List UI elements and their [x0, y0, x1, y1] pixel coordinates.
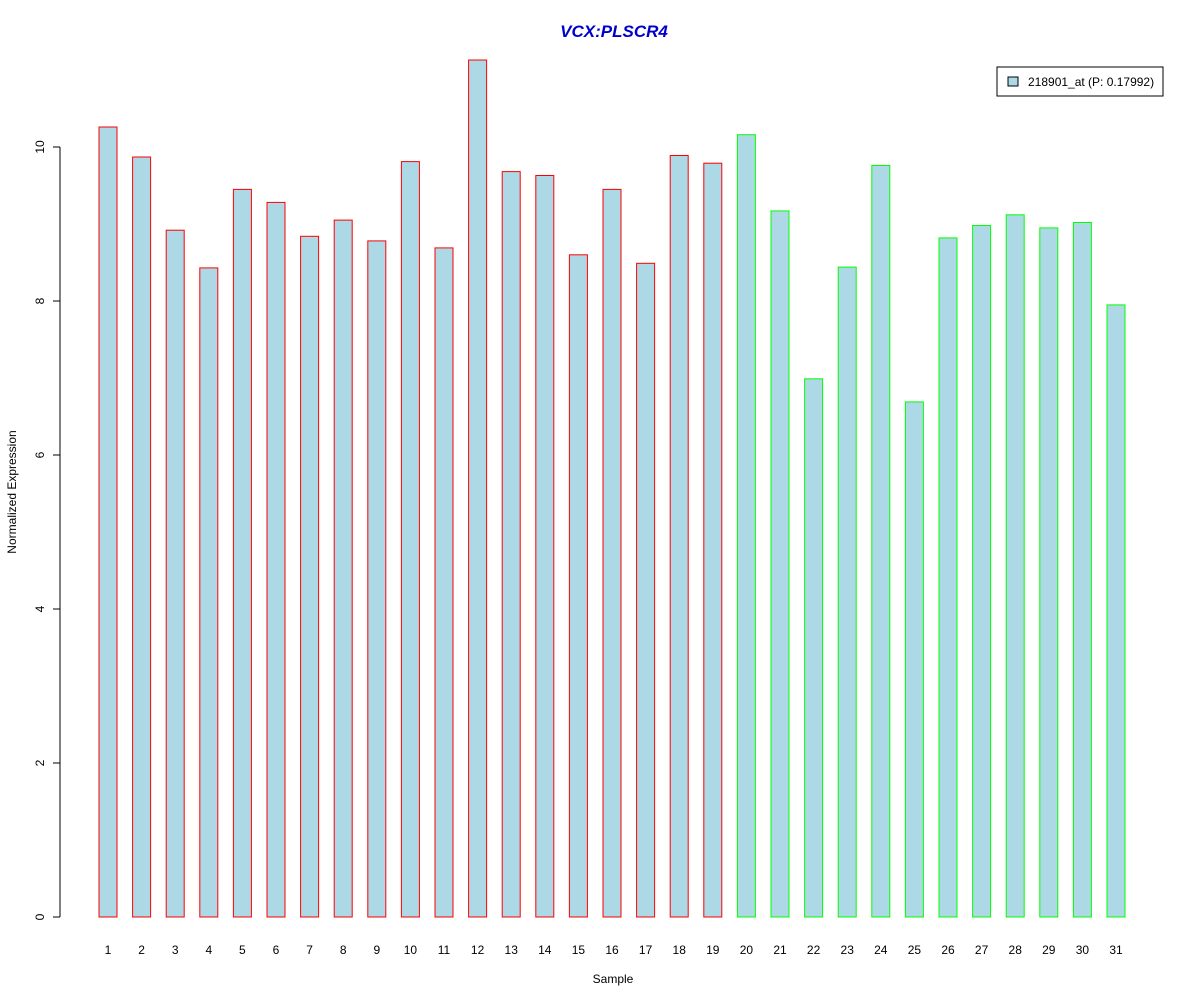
bar-sample-12: [468, 59, 488, 918]
legend: 218901_at (P: 0.17992): [996, 66, 1164, 97]
x-tick-label-14: 14: [538, 943, 552, 957]
x-tick-label-1: 1: [105, 943, 112, 957]
bar-sample-31: [1106, 304, 1126, 918]
bar-sample-21: [770, 210, 790, 918]
bar-sample-28: [1005, 214, 1025, 918]
x-tick-label-17: 17: [639, 943, 653, 957]
x-tick-label-22: 22: [807, 943, 821, 957]
bar-sample-7: [300, 235, 320, 918]
x-tick-label-28: 28: [1009, 943, 1023, 957]
x-tick-label-13: 13: [505, 943, 519, 957]
x-tick-label-2: 2: [138, 943, 145, 957]
x-tick-label-30: 30: [1076, 943, 1090, 957]
x-tick-label-18: 18: [673, 943, 687, 957]
x-axis-label: Sample: [593, 972, 634, 986]
y-tick-label: 6: [33, 451, 47, 458]
bar-sample-5: [232, 188, 252, 918]
bar-sample-10: [400, 161, 420, 918]
x-tick-label-21: 21: [773, 943, 787, 957]
x-tick-label-19: 19: [706, 943, 720, 957]
bar-sample-29: [1039, 227, 1059, 918]
bar-sample-25: [904, 401, 924, 918]
x-tick-label-16: 16: [605, 943, 619, 957]
legend-swatch: [1007, 76, 1019, 87]
x-tick-label-31: 31: [1109, 943, 1123, 957]
x-tick-label-29: 29: [1042, 943, 1056, 957]
bar-sample-2: [132, 156, 152, 918]
bar-sample-11: [434, 247, 454, 918]
bar-sample-24: [871, 165, 891, 918]
x-tick-label-24: 24: [874, 943, 888, 957]
x-tick-label-12: 12: [471, 943, 485, 957]
y-tick-label: 10: [33, 140, 47, 154]
bar-sample-8: [333, 219, 353, 918]
bar-sample-20: [736, 134, 756, 918]
y-tick-label: 8: [33, 297, 47, 304]
x-tick-label-25: 25: [908, 943, 922, 957]
bar-sample-18: [669, 155, 689, 918]
bars-group: [98, 59, 1126, 918]
x-tick-label-10: 10: [404, 943, 418, 957]
y-tick-label: 2: [33, 759, 47, 766]
bar-sample-1: [98, 126, 118, 918]
x-tick-label-20: 20: [740, 943, 754, 957]
bar-sample-27: [972, 225, 992, 918]
bar-sample-15: [568, 254, 588, 918]
bar-sample-23: [837, 266, 857, 918]
y-tick-label: 4: [33, 605, 47, 612]
x-tick-label-5: 5: [239, 943, 246, 957]
bar-sample-19: [703, 162, 723, 918]
bar-sample-30: [1072, 222, 1092, 918]
bar-sample-22: [804, 378, 824, 918]
legend-box: [996, 66, 1164, 97]
bar-sample-14: [535, 175, 555, 918]
bar-sample-17: [636, 262, 656, 918]
y-axis: 0 2 4 6 8 10: [33, 140, 61, 920]
x-tick-label-6: 6: [273, 943, 280, 957]
bar-sample-9: [367, 240, 387, 918]
bar-sample-4: [199, 267, 219, 918]
x-tick-label-23: 23: [841, 943, 855, 957]
bar-sample-13: [501, 171, 521, 918]
x-tick-label-7: 7: [306, 943, 313, 957]
x-tick-label-26: 26: [941, 943, 955, 957]
bar-sample-3: [165, 229, 185, 918]
x-tick-label-8: 8: [340, 943, 347, 957]
x-tick-label-4: 4: [205, 943, 212, 957]
x-tick-labels: 1 2 3 4 5 6 7 8 9 10 11 12 13 14 15 16 17 18 19 20 21 22 23 24 2…: [105, 943, 1123, 957]
chart-title: VCX:PLSCR4: [560, 22, 668, 41]
x-tick-label-9: 9: [373, 943, 380, 957]
y-axis-label: Normalized Expression: [5, 430, 19, 553]
x-tick-label-15: 15: [572, 943, 586, 957]
legend-entry: 218901_at (P: 0.17992): [1028, 75, 1154, 89]
bar-sample-26: [938, 237, 958, 918]
y-tick-label: 0: [33, 913, 47, 920]
bar-sample-16: [602, 188, 622, 918]
bar-sample-6: [266, 201, 286, 918]
x-tick-label-3: 3: [172, 943, 179, 957]
x-tick-label-27: 27: [975, 943, 989, 957]
x-tick-label-11: 11: [438, 943, 451, 957]
